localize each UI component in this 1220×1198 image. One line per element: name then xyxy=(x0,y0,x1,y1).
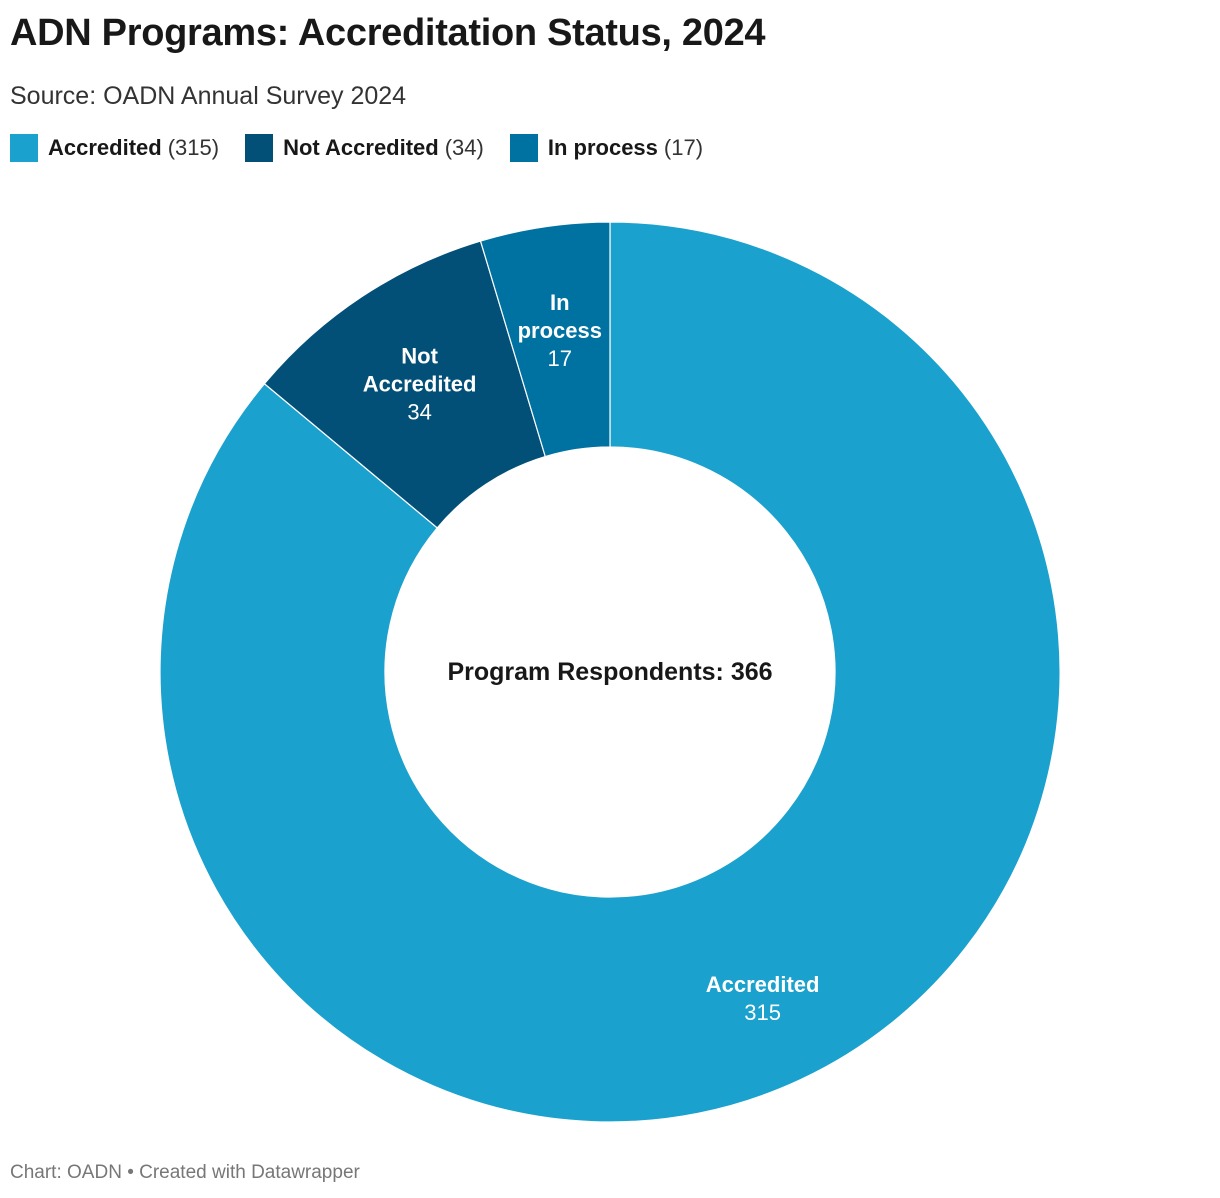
center-label: Program Respondents: 366 xyxy=(447,658,772,686)
legend-swatch-not-accredited xyxy=(245,134,274,162)
legend-item-accredited[interactable]: Accredited (315) xyxy=(10,134,219,162)
slice-name-line: Not xyxy=(401,344,438,369)
legend: Accredited (315) Not Accredited (34) In … xyxy=(10,132,729,164)
legend-label: Not Accredited xyxy=(283,135,439,160)
slice-name-line: Accredited xyxy=(363,372,477,397)
footer-credit: Chart: OADN • Created with Datawrapper xyxy=(10,1162,360,1183)
legend-count: (315) xyxy=(167,135,220,160)
slice-accredited[interactable] xyxy=(159,221,1061,1123)
legend-item-in-process[interactable]: In process (17) xyxy=(509,134,704,162)
slice-value: 17 xyxy=(548,346,572,371)
legend-swatch-in-process xyxy=(509,134,538,162)
slice-in-process[interactable] xyxy=(479,221,611,458)
slice-label-not-accredited: Not Accredited 34 xyxy=(363,344,477,425)
slice-value: 315 xyxy=(744,1000,781,1025)
legend-count: (17) xyxy=(663,135,704,160)
slice-value: 34 xyxy=(407,400,431,425)
slice-name-line: Accredited xyxy=(706,972,820,997)
legend-item-not-accredited[interactable]: Not Accredited (34) xyxy=(245,134,484,162)
legend-count: (34) xyxy=(444,135,484,160)
slice-name-line: In xyxy=(550,290,570,315)
legend-label: In process xyxy=(547,135,658,160)
legend-swatch-accredited xyxy=(10,134,38,162)
slice-label-accredited: Accredited 315 xyxy=(706,972,820,1025)
legend-label: Accredited xyxy=(48,135,162,160)
chart-title: ADN Programs: Accreditation Status, 2024 xyxy=(10,12,766,54)
slice-name-line: process xyxy=(518,318,602,343)
chart-subtitle: Source: OADN Annual Survey 2024 xyxy=(10,82,407,110)
slice-label-in-process: In process 17 xyxy=(518,290,602,371)
